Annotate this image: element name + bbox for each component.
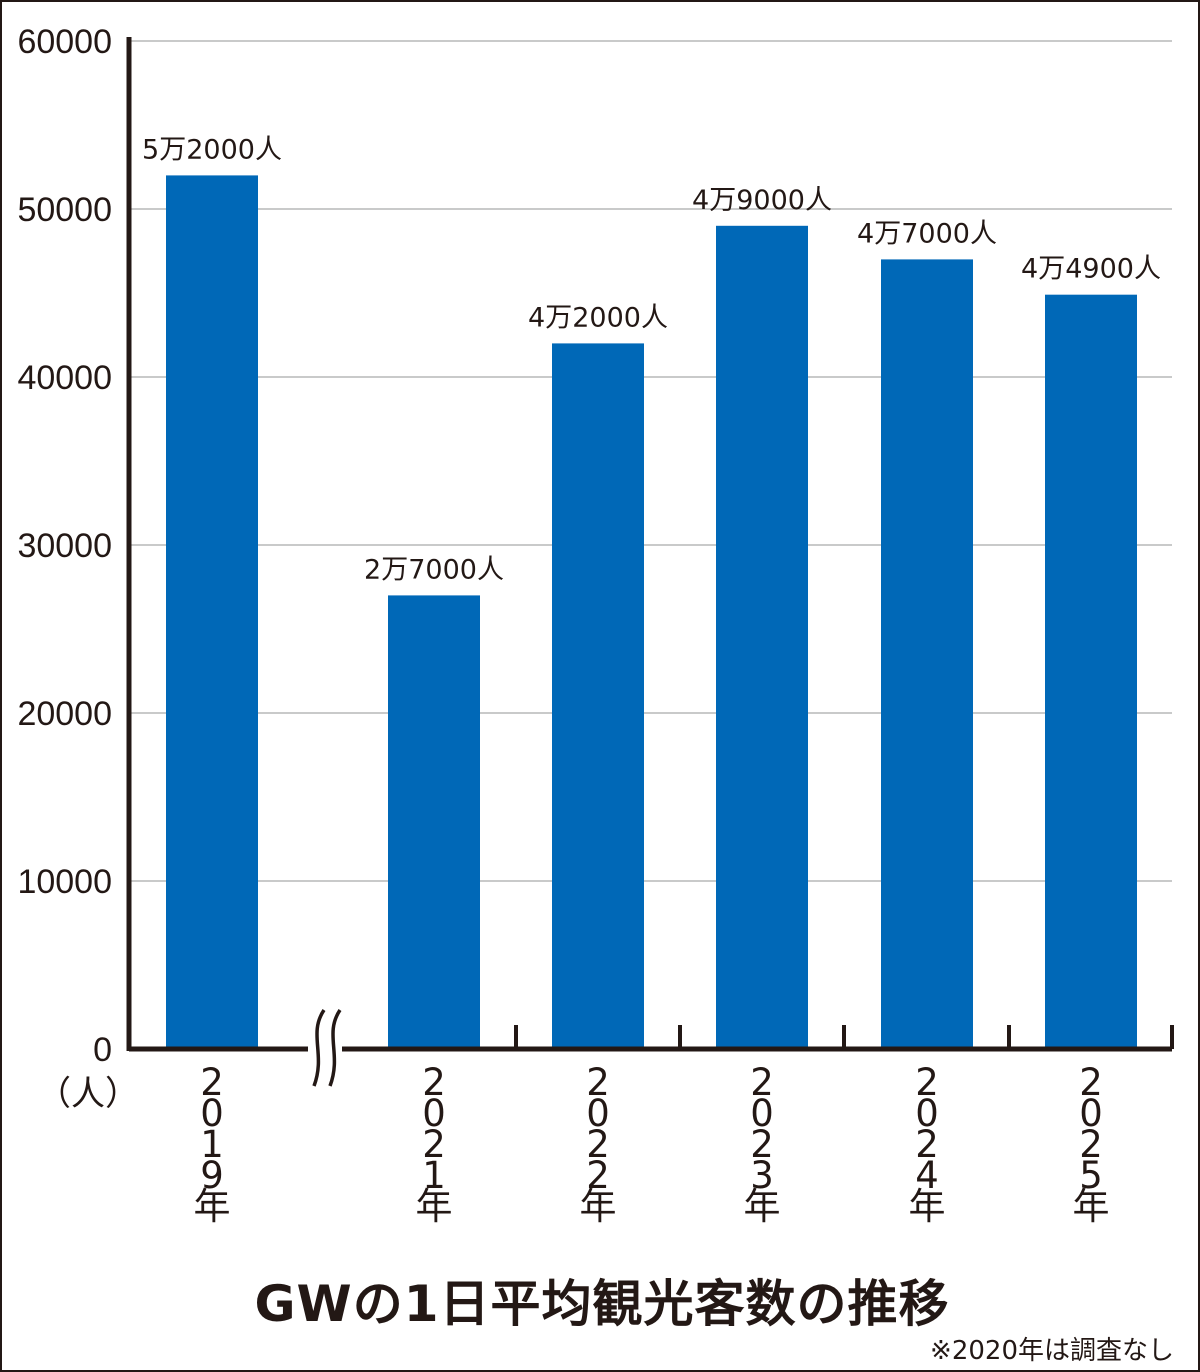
x-category-label: 年 bbox=[580, 1185, 617, 1228]
data-label: 4万7000人 bbox=[857, 218, 997, 249]
x-category-label: 2 bbox=[586, 1123, 610, 1166]
x-category-label: 2 bbox=[586, 1061, 610, 1104]
x-category-label: 0 bbox=[1079, 1092, 1103, 1135]
y-tick-label: 0 bbox=[93, 1031, 112, 1069]
x-category-label: 0 bbox=[586, 1092, 610, 1135]
x-category-label: 2 bbox=[422, 1123, 446, 1166]
bar bbox=[166, 175, 258, 1049]
y-tick-label: 50000 bbox=[17, 191, 112, 229]
x-category-label: 2 bbox=[200, 1061, 224, 1104]
data-label: 5万2000人 bbox=[142, 134, 282, 165]
x-category-label: 年 bbox=[744, 1185, 781, 1228]
y-tick-label: 40000 bbox=[17, 359, 112, 397]
x-category-label: 2 bbox=[915, 1061, 939, 1104]
axis-break-icon bbox=[328, 1009, 342, 1087]
x-category-label: 年 bbox=[909, 1185, 946, 1228]
x-category-label: 0 bbox=[750, 1092, 774, 1135]
data-label: 2万7000人 bbox=[364, 554, 504, 585]
chart-note: ※2020年は調査なし bbox=[930, 1336, 1174, 1366]
x-category-label: 年 bbox=[416, 1185, 453, 1228]
data-label: 4万4900人 bbox=[1021, 254, 1161, 285]
x-category-label: 2 bbox=[750, 1123, 774, 1166]
bar bbox=[552, 343, 644, 1049]
x-category-label: 2 bbox=[750, 1061, 774, 1104]
x-category-label: 9 bbox=[200, 1154, 224, 1197]
x-category-label: 2 bbox=[586, 1154, 610, 1197]
x-category-label: 2 bbox=[1079, 1123, 1103, 1166]
x-category-label: 3 bbox=[750, 1154, 774, 1197]
y-axis-unit-label: （人） bbox=[37, 1074, 139, 1114]
y-tick-label: 10000 bbox=[17, 863, 112, 901]
bar bbox=[881, 259, 973, 1049]
y-tick-label: 60000 bbox=[17, 23, 112, 61]
x-category-label: 1 bbox=[422, 1154, 446, 1197]
x-category-label: 2 bbox=[1079, 1061, 1103, 1104]
x-category-label: 2 bbox=[915, 1123, 939, 1166]
data-label: 4万9000人 bbox=[692, 185, 832, 216]
y-tick-label: 20000 bbox=[17, 695, 112, 733]
x-category-label: 2 bbox=[422, 1061, 446, 1104]
x-category-label: 0 bbox=[200, 1092, 224, 1135]
x-category-label: 1 bbox=[200, 1123, 224, 1166]
chart-title: GWの1日平均観光客数の推移 bbox=[254, 1275, 950, 1333]
x-category-label: 4 bbox=[915, 1154, 939, 1197]
data-label: 4万2000人 bbox=[528, 302, 668, 333]
bar bbox=[716, 225, 808, 1050]
x-category-label: 0 bbox=[422, 1092, 446, 1135]
bar bbox=[1045, 294, 1137, 1049]
x-category-label: 年 bbox=[194, 1185, 231, 1228]
x-category-label: 年 bbox=[1073, 1185, 1110, 1228]
y-tick-label: 30000 bbox=[17, 527, 112, 565]
x-category-label: 5 bbox=[1079, 1154, 1103, 1197]
bar bbox=[388, 595, 480, 1049]
x-category-label: 0 bbox=[915, 1092, 939, 1135]
axis-break-icon bbox=[312, 1009, 326, 1087]
